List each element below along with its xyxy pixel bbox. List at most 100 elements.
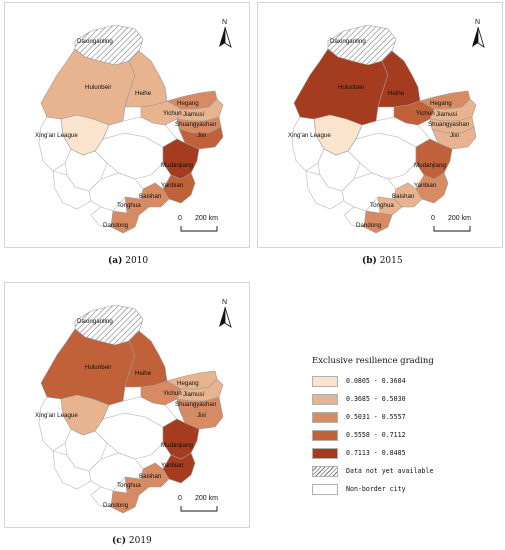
caption-2010: (a) 2010 xyxy=(108,256,148,266)
city-label-dandong: Dandong xyxy=(103,502,129,509)
map-panel-2019: Daxinganling Hulunbeir Heihe Hegang Yichun Ji… xyxy=(4,282,250,528)
city-label-hegang: Hegang xyxy=(430,100,452,107)
city-label-tonghua: Tonghua xyxy=(370,202,394,209)
city-label-xingan: Xing'an League xyxy=(35,412,78,419)
city-label-shuangyashan: Shuangyashan xyxy=(175,121,217,128)
city-label-baishan: Baishan xyxy=(392,193,415,200)
scale-distance: 200 km xyxy=(448,215,471,222)
region-mudanjiang xyxy=(162,138,200,180)
scale-distance: 200 km xyxy=(195,495,218,502)
city-label-hulunbeir: Hulunbeir xyxy=(85,84,111,91)
legend-swatch-hatch xyxy=(312,466,338,477)
legend-range: 0.0805 - 0.3684 xyxy=(346,377,406,385)
region-mudanjiang xyxy=(415,138,453,180)
city-label-mudanjiang: Mudanjiang xyxy=(161,162,194,169)
city-label-yanbian: Yanbian xyxy=(161,182,184,189)
city-label-yichun: Yichun xyxy=(416,110,435,117)
legend-range: 0.3685 - 0.5030 xyxy=(346,395,406,403)
city-label-daxinganling: Daxinganling xyxy=(77,318,113,325)
scale-bar: 0 200 km xyxy=(178,495,218,512)
north-label: N xyxy=(222,19,227,26)
city-label-xingan: Xing'an League xyxy=(35,132,78,139)
city-label-yanbian: Yanbian xyxy=(161,462,184,469)
city-label-mudanjiang: Mudanjiang xyxy=(414,162,447,169)
region-tonghua xyxy=(124,476,150,496)
city-label-dandong: Dandong xyxy=(356,222,382,229)
scale-bar: 0 200 km xyxy=(178,215,218,232)
legend-range: 0.5558 - 0.7112 xyxy=(346,431,406,439)
region-tonghua xyxy=(124,196,150,216)
city-label-tonghua: Tonghua xyxy=(117,482,141,489)
caption-label: (a) xyxy=(108,256,123,266)
city-label-heihe: Heihe xyxy=(135,90,152,97)
city-label-yanbian: Yanbian xyxy=(414,182,437,189)
region-non-border xyxy=(90,486,114,508)
scale-distance: 200 km xyxy=(195,215,218,222)
region-non-border xyxy=(343,206,367,228)
caption-year: 2015 xyxy=(379,256,403,266)
city-label-hulunbeir: Hulunbeir xyxy=(85,364,111,371)
legend-swatch xyxy=(312,394,338,405)
city-label-hulunbeir: Hulunbeir xyxy=(338,84,364,91)
city-label-baishan: Baishan xyxy=(139,473,162,480)
city-label-heihe: Heihe xyxy=(388,90,405,97)
region-xingan xyxy=(60,114,110,156)
legend-swatch xyxy=(312,430,338,441)
city-label-hegang: Hegang xyxy=(177,100,199,107)
legend-non-border-label: Non-border city xyxy=(346,485,406,493)
city-label-dandong: Dandong xyxy=(103,222,129,229)
city-label-jixi: Jixi xyxy=(450,132,459,139)
scale-zero: 0 xyxy=(178,495,182,502)
city-label-jixi: Jixi xyxy=(197,412,206,419)
region-dandong xyxy=(110,210,140,234)
city-label-shuangyashan: Shuangyashan xyxy=(428,121,470,128)
legend-no-data-label: Data not yet available xyxy=(346,467,434,475)
region-non-border xyxy=(52,170,92,210)
city-label-jiamusi: Jiamusi xyxy=(183,391,204,398)
scale-bar: 0 200 km xyxy=(431,215,471,232)
scale-zero: 0 xyxy=(431,215,435,222)
caption-label: (c) xyxy=(112,536,126,546)
region-non-border xyxy=(305,170,345,210)
north-arrow-icon: N xyxy=(219,19,232,48)
region-tonghua xyxy=(377,196,403,216)
region-xingan xyxy=(60,394,110,436)
region-mudanjiang xyxy=(162,418,200,460)
region-dandong xyxy=(110,490,140,514)
map-panel-2015: Daxinganling Hulunbeir Heihe Hegang Yichun Ji… xyxy=(257,2,503,248)
region-non-border xyxy=(90,206,114,228)
caption-2015: (b) 2015 xyxy=(362,256,403,266)
caption-2019: (c) 2019 xyxy=(112,536,152,546)
city-label-yichun: Yichun xyxy=(163,390,182,397)
north-arrow-icon: N xyxy=(219,299,232,328)
legend: Exclusive resilience grading 0.0805 - 0.… xyxy=(312,356,488,495)
north-label: N xyxy=(475,19,480,26)
city-label-jiamusi: Jiamusi xyxy=(436,111,457,118)
city-label-shuangyashan: Shuangyashan xyxy=(175,401,217,408)
city-label-daxinganling: Daxinganling xyxy=(330,38,366,45)
city-label-baishan: Baishan xyxy=(139,193,162,200)
region-xingan xyxy=(313,114,363,156)
city-label-jiamusi: Jiamusi xyxy=(183,111,204,118)
caption-label: (b) xyxy=(362,256,377,266)
map-panel-2010: Daxinganling Hulunbeir Heihe Hegang Yichun Ji… xyxy=(4,2,250,248)
city-label-yichun: Yichun xyxy=(163,110,182,117)
city-label-hegang: Hegang xyxy=(177,380,199,387)
legend-swatch xyxy=(312,376,338,387)
city-label-heihe: Heihe xyxy=(135,370,152,377)
region-non-border xyxy=(52,450,92,490)
city-label-xingan: Xing'an League xyxy=(288,132,331,139)
legend-range: 0.7113 - 0.8485 xyxy=(346,449,406,457)
legend-swatch-empty xyxy=(312,484,338,495)
north-label: N xyxy=(222,299,227,306)
region-dandong xyxy=(363,210,393,234)
legend-range: 0.5031 - 0.5557 xyxy=(346,413,406,421)
scale-zero: 0 xyxy=(178,215,182,222)
city-label-jixi: Jixi xyxy=(197,132,206,139)
caption-year: 2010 xyxy=(125,256,149,266)
city-label-tonghua: Tonghua xyxy=(117,202,141,209)
legend-title: Exclusive resilience grading xyxy=(312,356,434,366)
